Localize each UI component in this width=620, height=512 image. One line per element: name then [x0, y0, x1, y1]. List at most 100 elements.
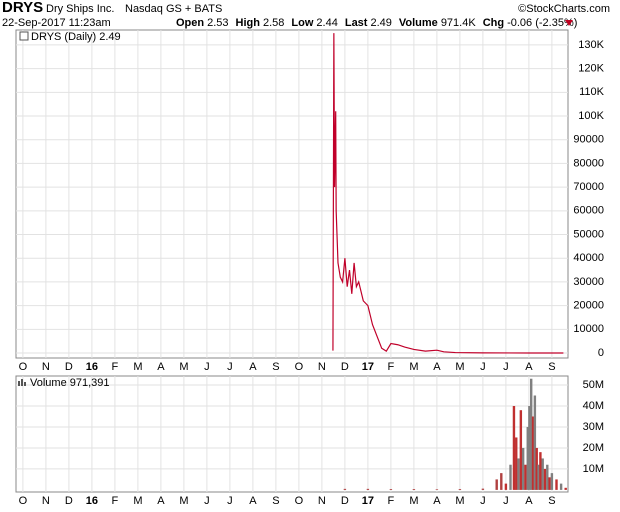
volume-bar [530, 378, 533, 490]
volume-bar [531, 416, 535, 490]
volume-bar [481, 488, 485, 490]
x-tick-label: N [42, 361, 50, 373]
date: 22-Sep-2017 11:23am [2, 17, 111, 29]
volume-bar [512, 405, 516, 490]
x-tick-label: A [157, 361, 165, 373]
x-tick-label: S [548, 361, 555, 373]
x-tick-label: M [455, 361, 464, 373]
volume-bar [343, 488, 347, 490]
y-tick-label: 30000 [573, 276, 604, 288]
y-tick-label: 40M [583, 400, 604, 412]
volume-bar [537, 464, 540, 490]
company: Dry Ships Inc. [46, 3, 114, 15]
volume-bar [412, 489, 416, 490]
y-tick-label: 10M [583, 463, 604, 475]
legend-icon [18, 379, 26, 386]
y-tick-label: 60000 [573, 205, 604, 217]
volume-bar [519, 410, 523, 490]
legend-label: DRYS (Daily) 2.49 [31, 31, 121, 43]
volume-bar [550, 473, 554, 490]
x-tick-label: A [433, 495, 441, 507]
x-tick-label: D [341, 361, 349, 373]
volume-bar [521, 447, 525, 490]
volume-bar [539, 452, 542, 490]
quote-value: 2.53 [207, 17, 228, 29]
x-tick-label: J [480, 495, 486, 507]
x-tick-label: M [409, 495, 418, 507]
quote-value: -0.06 (-2.35%) [507, 17, 577, 29]
x-tick-label: M [179, 361, 188, 373]
volume-bar [543, 468, 547, 490]
y-tick-label: 50000 [573, 228, 604, 240]
volume-bar [535, 447, 538, 490]
x-tick-label: S [272, 361, 279, 373]
quote-label: High [236, 17, 261, 29]
y-tick-label: 30M [583, 421, 604, 433]
x-tick-label: O [19, 495, 28, 507]
x-tick-label: A [525, 361, 533, 373]
x-tick-label: J [503, 361, 509, 373]
volume-bar [528, 405, 531, 490]
x-tick-label: S [272, 495, 279, 507]
volume-bar [458, 489, 462, 490]
quote-label: Last [345, 17, 368, 29]
y-tick-label: 20000 [573, 300, 604, 312]
volume-bar [515, 437, 518, 490]
x-tick-label: N [42, 495, 50, 507]
x-tick-label: F [388, 495, 395, 507]
x-tick-label: 17 [362, 361, 374, 373]
volume-bar [500, 473, 503, 490]
x-tick-label: A [157, 495, 165, 507]
quote: Open 2.53 High 2.58 Low 2.44 Last 2.49 Volume 971… [176, 17, 577, 29]
quote-value: 2.49 [370, 17, 391, 29]
quote-label: Chg [483, 17, 504, 29]
x-tick-label: A [249, 495, 257, 507]
y-tick-label: 70000 [573, 181, 604, 193]
volume-bar [564, 487, 567, 490]
x-tick-label: A [525, 495, 533, 507]
x-tick-label: N [318, 361, 326, 373]
credit: ©StockCharts.com [518, 3, 610, 15]
volume-bar [509, 464, 512, 490]
x-tick-label: A [249, 361, 257, 373]
y-tick-label: 40000 [573, 252, 604, 264]
y-tick-label: 110K [579, 86, 605, 98]
x-tick-label: M [179, 495, 188, 507]
volume-bar [524, 464, 527, 490]
x-tick-label: J [480, 361, 486, 373]
x-tick-label: F [112, 495, 119, 507]
y-tick-label: 100K [578, 110, 604, 122]
x-tick-label: M [409, 361, 418, 373]
down-arrow [565, 20, 573, 26]
quote-value: 971.4K [441, 17, 477, 29]
y-tick-label: 80000 [573, 157, 604, 169]
quote-value: 2.44 [316, 17, 337, 29]
volume-bar [389, 489, 393, 490]
quote-label: Volume [399, 17, 438, 29]
x-tick-label: 16 [86, 495, 98, 507]
volume-bar [546, 464, 549, 490]
quote-label: Low [291, 17, 313, 29]
y-tick-label: 10000 [573, 323, 604, 335]
x-tick-label: N [318, 495, 326, 507]
volume-bar [555, 479, 558, 490]
x-tick-label: J [204, 361, 210, 373]
x-tick-label: M [133, 495, 142, 507]
y-tick-label: 130K [578, 39, 604, 51]
legend-label: Volume 971,391 [30, 377, 110, 389]
x-tick-label: J [204, 495, 210, 507]
panel [15, 29, 569, 359]
volume-bar [495, 479, 498, 490]
symbol: DRYS [2, 0, 43, 16]
x-tick-label: 16 [86, 361, 98, 373]
y-tick-label: 0 [598, 347, 604, 359]
x-tick-label: D [65, 361, 73, 373]
volume-bar [533, 395, 537, 490]
volume-bar [559, 483, 563, 490]
volume-bar [517, 458, 520, 490]
volume-bar [504, 483, 508, 490]
x-tick-label: F [388, 361, 395, 373]
x-tick-label: D [65, 495, 73, 507]
volume-bar [366, 488, 370, 490]
